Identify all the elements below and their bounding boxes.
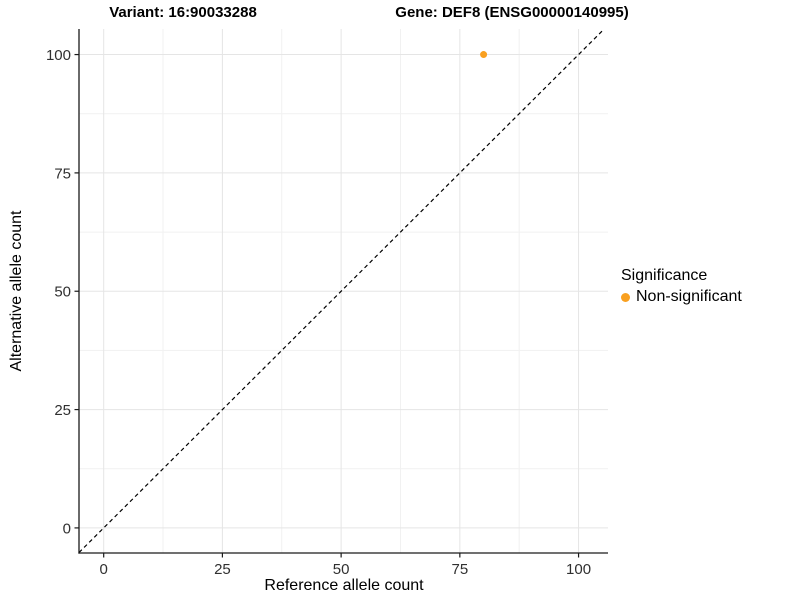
plot-title-gene: Gene: DEF8 (ENSG00000140995) xyxy=(395,4,629,21)
y-tick-label: 0 xyxy=(63,520,71,537)
plot-title-variant: Variant: 16:90033288 xyxy=(109,4,257,21)
y-tick-label: 25 xyxy=(54,402,71,419)
y-tick-label: 100 xyxy=(46,47,71,64)
x-tick-label: 0 xyxy=(100,561,108,578)
x-tick-label: 75 xyxy=(451,561,468,578)
legend-title: Significance xyxy=(621,267,708,284)
identity-line xyxy=(78,28,605,553)
x-tick-label: 25 xyxy=(214,561,231,578)
y-tick-label: 75 xyxy=(54,165,71,182)
y-axis-title: Alternative allele count xyxy=(8,210,25,372)
x-axis-title: Reference allele count xyxy=(264,577,424,594)
legend-item: Non-significant xyxy=(621,288,742,306)
x-tick-label: 100 xyxy=(566,561,591,578)
legend-point-icon xyxy=(621,292,630,302)
legend-item-label: Non-significant xyxy=(636,288,742,305)
y-tick-label: 50 xyxy=(54,284,71,301)
legend: Significance Non-significant xyxy=(621,267,742,306)
x-tick-label: 50 xyxy=(333,561,350,578)
data-point xyxy=(480,51,488,59)
